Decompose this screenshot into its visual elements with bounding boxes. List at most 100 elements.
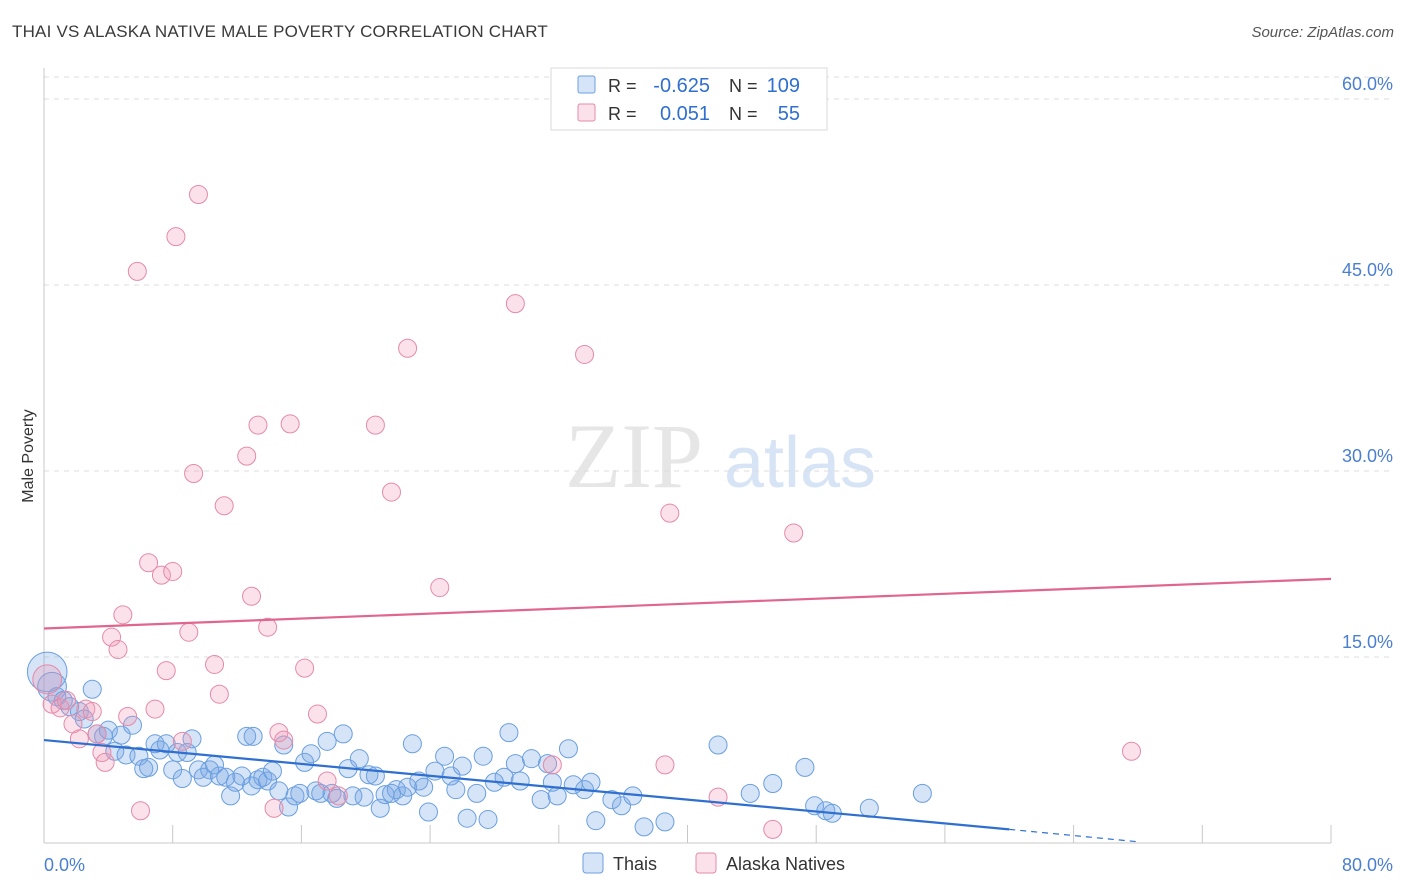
alaska-natives-point — [660, 503, 680, 523]
alaska-natives-point — [242, 586, 262, 606]
alaska-natives-point — [542, 755, 562, 775]
alaska-natives-point — [237, 446, 257, 466]
alaska-natives-point — [82, 702, 102, 722]
thais-point — [243, 726, 263, 746]
alaska-natives-point — [87, 724, 107, 744]
alaska-natives-point — [295, 658, 315, 678]
alaska-natives-point — [248, 415, 268, 435]
bottom-legend: Thais Alaska Natives — [582, 852, 845, 874]
legend-n-value-thais: 109 — [767, 75, 800, 97]
thais-point — [586, 811, 606, 831]
alaska-natives-point — [139, 553, 159, 573]
thais-point — [467, 783, 487, 803]
alaska-natives-point — [145, 699, 165, 719]
alaska-natives-point — [328, 786, 348, 806]
alaska-natives-point — [307, 704, 327, 724]
thais-point — [414, 777, 434, 797]
thais-point — [216, 767, 236, 787]
alaska-natives-point — [280, 414, 300, 434]
thais-point — [82, 679, 102, 699]
alaska-natives-point — [274, 730, 294, 750]
thais-point — [473, 746, 493, 766]
thais-point — [581, 772, 601, 792]
thais-point — [859, 798, 879, 818]
thais-point — [237, 726, 257, 746]
thais-point — [139, 757, 159, 777]
thais-point — [446, 780, 466, 800]
y-tick-label: 60.0% — [1342, 74, 1393, 94]
alaska-natives-point — [1122, 741, 1142, 761]
thais-point — [457, 808, 477, 828]
thais-point — [269, 781, 289, 801]
alaska-natives-point — [156, 661, 176, 681]
thais-point — [602, 790, 622, 810]
thais-point — [301, 744, 321, 764]
thais-point — [708, 735, 728, 755]
thais-point — [418, 802, 438, 822]
series-thais — [26, 651, 932, 837]
alaska-natives-point — [575, 344, 595, 364]
thais-point — [634, 817, 654, 837]
alaska-natives-point — [398, 338, 418, 358]
thais-point — [122, 715, 142, 735]
thais-point — [193, 767, 213, 787]
bottom-legend-label-thais: Thais — [613, 854, 657, 874]
alaska-natives-point — [179, 622, 199, 642]
alaska-natives-point — [214, 496, 234, 516]
alaska-natives-point — [118, 707, 138, 727]
legend-r-label-alaska: R = — [608, 104, 637, 124]
legend-r-value-alaska: 0.051 — [660, 103, 710, 125]
legend-n-value-alaska: 55 — [778, 103, 800, 125]
thais-point — [317, 731, 337, 751]
alaska-natives-point — [166, 227, 186, 247]
x-tick-label-max: 80.0% — [1342, 855, 1393, 875]
thais-point — [262, 761, 282, 781]
thais-point — [354, 787, 374, 807]
thais-point — [510, 771, 530, 791]
alaska-natives-point — [184, 463, 204, 483]
alaska-natives-point — [505, 294, 525, 314]
watermark-atlas: atlas — [724, 423, 876, 503]
watermark: ZIP atlas — [565, 405, 876, 507]
thais-point — [478, 809, 498, 829]
thais-point — [290, 783, 310, 803]
thais-point — [795, 757, 815, 777]
thais-point — [98, 720, 118, 740]
thais-point — [912, 783, 932, 803]
thais-point — [398, 777, 418, 797]
alaska-natives-point — [50, 698, 70, 718]
legend-swatch-alaska-natives — [577, 103, 596, 122]
legend-r-value-thais: -0.625 — [653, 75, 710, 97]
thais-point — [558, 739, 578, 759]
y-tick-label: 45.0% — [1342, 260, 1393, 280]
legend-swatch-thais — [577, 75, 596, 94]
thais-point — [26, 651, 68, 693]
alaska-natives-point — [784, 523, 804, 543]
thais-point — [499, 723, 519, 743]
alaska-natives-trend-line — [43, 577, 1332, 630]
alaska-natives-point — [95, 752, 115, 772]
thais-point — [279, 797, 299, 817]
x-ticks — [43, 825, 1332, 843]
thais-point — [763, 773, 783, 793]
legend-n-label-thais: N = — [729, 76, 758, 96]
thais-point — [172, 769, 192, 789]
thais-point — [402, 734, 422, 754]
thais-point — [547, 786, 567, 806]
alaska-natives-point — [209, 684, 229, 704]
thais-point — [129, 746, 149, 766]
legend-box: R = -0.625 N = 109 R = 0.051 N = 55 — [550, 67, 828, 131]
alaska-natives-point — [113, 605, 133, 625]
y-tick-label: 30.0% — [1342, 446, 1393, 466]
thais-point — [521, 749, 541, 769]
alaska-natives-point — [264, 798, 284, 818]
alaska-natives-point — [127, 261, 147, 281]
alaska-natives-point — [151, 565, 171, 585]
alaska-natives-point — [172, 731, 192, 751]
thais-trend-line — [43, 738, 1010, 831]
thais-point — [285, 786, 305, 806]
source-credit: Source: ZipAtlas.com — [1251, 24, 1394, 41]
alaska-natives-point — [258, 617, 278, 637]
thais-point — [333, 724, 353, 744]
thais-point — [452, 756, 472, 776]
